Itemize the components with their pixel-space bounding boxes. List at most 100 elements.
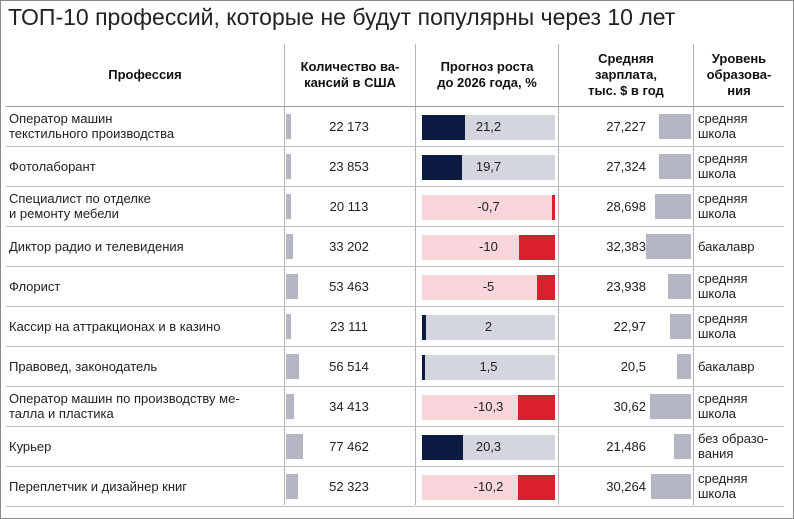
salary-bar [670, 314, 691, 339]
row-divider [6, 346, 784, 347]
row-divider [6, 186, 784, 187]
column-divider [284, 44, 285, 505]
growth-bar [422, 155, 462, 180]
education-label: бакалавр [698, 239, 755, 254]
profession-label: Правовед, законодатель [9, 359, 157, 374]
education-cell: средняя школа [698, 271, 782, 301]
profession-cell: Флорист [9, 267, 281, 305]
education-label: школа [698, 326, 737, 341]
vacancies-bar [286, 154, 292, 179]
education-label: средняя [698, 111, 748, 126]
profession-cell: Курьер [9, 427, 281, 465]
header-salary-line-3: тыс. $ в год [588, 83, 664, 98]
education-cell: средняя школа [698, 391, 782, 421]
row-divider [6, 306, 784, 307]
profession-label-line: Кассир на аттракционах и в казино [9, 318, 221, 334]
header-profession-label: Профессия [108, 67, 182, 82]
education-label: средняя [698, 151, 748, 166]
vacancies-bar [286, 314, 292, 339]
salary-value: 22,97 [613, 319, 646, 334]
vacancies-value: 56 514 [329, 359, 369, 374]
vacancies-bar [286, 234, 294, 259]
growth-value: 2 [484, 319, 493, 334]
growth-value: -10 [479, 239, 498, 254]
row-divider [6, 506, 784, 507]
vacancies-bar [286, 434, 304, 459]
salary-bar [651, 474, 691, 499]
growth-bar-background [422, 355, 555, 380]
profession-cell: Специалист по отделке и ремонту мебели [9, 187, 281, 225]
education-label: школа [698, 286, 737, 301]
vacancies-value: 20 113 [329, 199, 369, 214]
profession-label-line: Диктор радио и телевидения [9, 238, 184, 254]
header-salary: Средняя зарплата, тыс. $ в год [559, 44, 693, 106]
profession-label: Оператор машин по производству ме-талла … [9, 391, 240, 421]
education-cell: бакалавр [698, 239, 782, 254]
education-cell: без образо-вания [698, 431, 782, 461]
profession-label-line: Флорист [9, 278, 61, 294]
education-label: вания [698, 446, 734, 461]
row-divider [6, 266, 784, 267]
profession-label: Курьер [9, 439, 51, 454]
profession-label-line: Правовед, законодатель [9, 358, 158, 374]
vacancies-bar [286, 194, 291, 219]
column-divider [415, 44, 416, 505]
growth-value: 20,3 [475, 439, 502, 454]
profession-label: Специалист по отделке и ремонту мебели [9, 191, 151, 221]
vacancies-value: 34 413 [329, 399, 369, 414]
education-label: средняя [698, 271, 748, 286]
salary-bar [659, 114, 691, 139]
salary-value: 23,938 [606, 279, 646, 294]
profession-label-line: талла и пластика [9, 406, 114, 421]
profession-label: Флорист [9, 279, 60, 294]
row-divider [6, 226, 784, 227]
salary-bar [677, 354, 691, 379]
growth-bar [517, 395, 555, 420]
vacancies-value: 22 173 [329, 119, 369, 134]
salary-value: 27,324 [606, 159, 646, 174]
header-education: Уровень образова- ния [694, 44, 784, 106]
salary-value: 20,5 [620, 359, 646, 374]
salary-value: 28,698 [606, 199, 646, 214]
salary-value: 30,62 [613, 399, 646, 414]
salary-bar [650, 394, 691, 419]
vacancies-bar [286, 394, 294, 419]
growth-value: -10,2 [473, 479, 504, 494]
growth-bar-background [422, 315, 555, 340]
header-growth: Прогноз роста до 2026 года, % [416, 44, 558, 106]
profession-label: Диктор радио и телевидения [9, 239, 184, 254]
profession-label: Фотолаборант [9, 159, 96, 174]
header-education-line-1: Уровень [711, 51, 767, 66]
growth-bar-background [422, 195, 555, 220]
profession-label-line: Курьер [9, 438, 52, 454]
education-cell: бакалавр [698, 359, 782, 374]
row-divider [6, 466, 784, 467]
vacancies-value: 23 853 [329, 159, 369, 174]
education-label: школа [698, 406, 737, 421]
education-cell: средняя школа [698, 311, 782, 341]
profession-label-line: Переплетчик и дизайнер книг [9, 478, 188, 494]
salary-bar [655, 194, 691, 219]
growth-bar-background [422, 275, 555, 300]
salary-bar [674, 434, 691, 459]
profession-label-line: Оператор машин [9, 111, 113, 126]
education-cell: средняя школа [698, 151, 782, 181]
growth-value: 1,5 [479, 359, 498, 374]
profession-cell: Оператор машин по производству ме-талла … [9, 387, 281, 425]
profession-cell: Фотолаборант [9, 147, 281, 185]
profession-label-line: и ремонту мебели [9, 206, 119, 221]
chart-title: ТОП-10 профессий, которые не будут попул… [8, 4, 676, 30]
profession-cell: Оператор машин текстильного производства [9, 107, 281, 145]
profession-label-line: Оператор машин по производству ме- [9, 391, 240, 406]
salary-bar [658, 154, 691, 179]
growth-bar [422, 315, 427, 340]
profession-label: Кассир на аттракционах и в казино [9, 319, 220, 334]
salary-value: 27,227 [606, 119, 646, 134]
salary-value: 32,383 [606, 239, 646, 254]
profession-label-line: Фотолаборант [9, 158, 96, 174]
growth-bar [422, 435, 464, 460]
vacancies-value: 77 462 [329, 439, 369, 454]
header-growth-line-1: Прогноз роста [440, 59, 534, 74]
profession-label: Оператор машин текстильного производства [9, 111, 174, 141]
vacancies-value: 23 111 [330, 319, 368, 334]
